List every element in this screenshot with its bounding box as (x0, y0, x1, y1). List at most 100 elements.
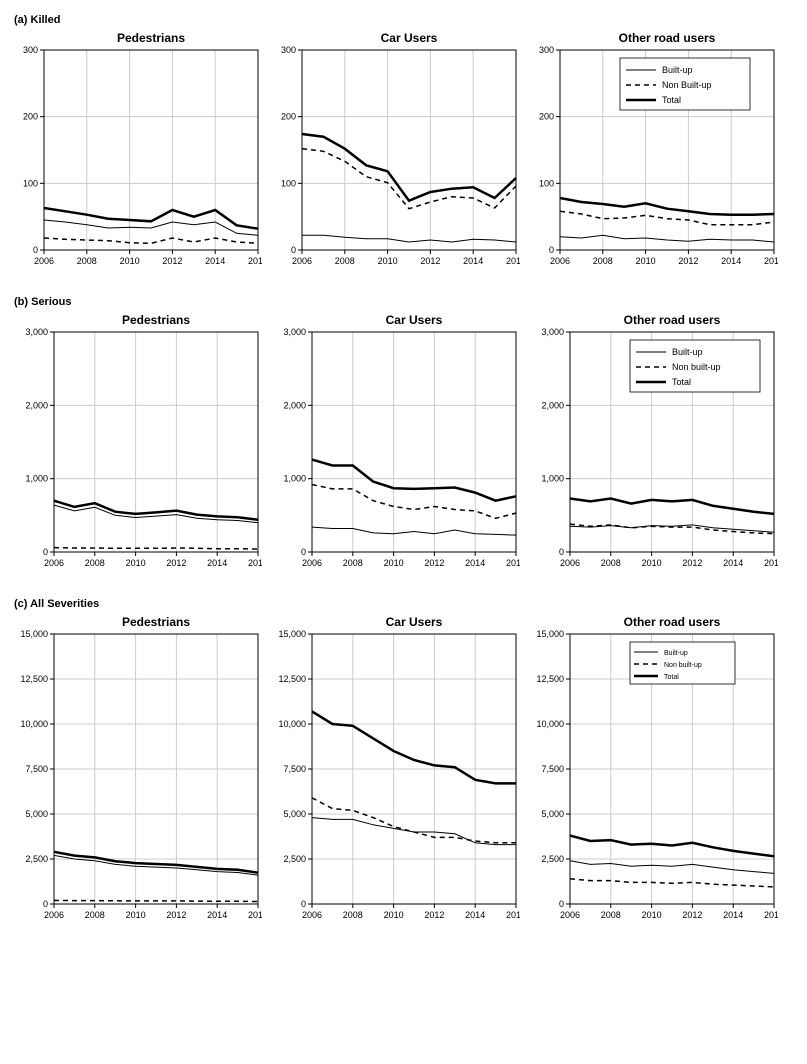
chart-panel: 02,5005,0007,50010,00012,50015,000200620… (268, 612, 520, 922)
x-tick-label: 2016 (506, 910, 520, 920)
x-tick-label: 2012 (162, 256, 182, 266)
x-tick-label: 2016 (506, 256, 520, 266)
chart-panel: 0 2,500 5,000 7,500 10,000 12,500 15,000 2006 20… (526, 612, 778, 922)
y-tick-label: 100 (281, 178, 296, 188)
y-tick-label: 0 (559, 899, 564, 909)
legend-item-total-label: Total (662, 95, 681, 105)
x-tick-label: 2006 (292, 256, 312, 266)
chart-killed-1: 0100200300200620082010201220142016Car Us… (268, 28, 520, 268)
panel-title: Pedestrians (122, 313, 190, 327)
x-tick-label: 2010 (120, 256, 140, 266)
panel-title: Other road users (624, 313, 721, 327)
x-tick-label: 2008 (85, 558, 105, 568)
panel-title: Car Users (386, 313, 443, 327)
y-tick-label: 1,000 (541, 474, 564, 484)
y-tick-label: 5,000 (25, 809, 48, 819)
panel-title: Other road users (619, 31, 716, 45)
chart-panel: 0100200300200620082010201220142016Other … (526, 28, 778, 268)
x-tick-label: 2016 (764, 558, 778, 568)
x-tick-label: 2010 (642, 910, 662, 920)
x-tick-label: 2012 (166, 910, 186, 920)
legend-item-built-up-label: Built-up (664, 650, 688, 657)
y-tick-label: 0 (549, 245, 554, 255)
x-tick-label: 2014 (465, 910, 485, 920)
chart-panel: 0100200300200620082010201220142016Pedest… (10, 28, 262, 268)
legend-item-non-built-up-label: Non Built-up (662, 80, 712, 90)
y-tick-label: 2,500 (25, 854, 48, 864)
y-tick-label: 200 (281, 112, 296, 122)
y-tick-label: 2,500 (283, 854, 306, 864)
panel-title: Pedestrians (117, 31, 185, 45)
x-tick-label: 2006 (550, 256, 570, 266)
chart-row-allsev: 0 2,500 5,000 7,500 10,000 12,500 15,000 2006 20… (10, 612, 797, 922)
chart-panel: 01,0002,0003,000200620082010201220142016… (526, 310, 778, 570)
x-tick-label: 2012 (682, 558, 702, 568)
y-tick-label: 300 (539, 45, 554, 55)
row-label-killed: (a) Killed (14, 14, 797, 26)
x-tick-label: 2012 (420, 256, 440, 266)
chart-grid: (a) Killed 0 100 200 300 2006 2008 2010 2012 2014… (10, 14, 797, 922)
legend-item-built-up-label: Built-up (662, 65, 693, 75)
x-tick-label: 2006 (302, 910, 322, 920)
x-tick-label: 2016 (506, 558, 520, 568)
x-tick-label: 2008 (601, 558, 621, 568)
x-tick-label: 2014 (463, 256, 483, 266)
x-tick-label: 2006 (560, 910, 580, 920)
x-tick-label: 2008 (85, 910, 105, 920)
x-tick-label: 2008 (77, 256, 97, 266)
y-tick-label: 200 (23, 112, 38, 122)
x-tick-label: 2016 (248, 910, 262, 920)
y-tick-label: 0 (43, 547, 48, 557)
x-tick-label: 2006 (560, 558, 580, 568)
y-tick-label: 0 (33, 245, 38, 255)
y-tick-label: 15,000 (536, 629, 564, 639)
panel-title: Other road users (624, 615, 721, 629)
y-tick-label: 2,000 (541, 400, 564, 410)
y-tick-label: 0 (43, 899, 48, 909)
y-tick-label: 15,000 (278, 629, 306, 639)
chart-panel: 01,0002,0003,000200620082010201220142016… (268, 310, 520, 570)
chart-allsev-1: 02,5005,0007,50010,00012,50015,000200620… (268, 612, 520, 922)
x-tick-label: 2010 (126, 558, 146, 568)
x-tick-label: 2014 (723, 558, 743, 568)
y-tick-label: 200 (539, 112, 554, 122)
y-tick-label: 5,000 (283, 809, 306, 819)
x-tick-label: 2008 (601, 910, 621, 920)
chart-panel: 0100200300200620082010201220142016Car Us… (268, 28, 520, 268)
x-tick-label: 2008 (335, 256, 355, 266)
y-tick-label: 300 (281, 45, 296, 55)
y-tick-label: 0 (301, 547, 306, 557)
y-tick-label: 2,000 (283, 400, 306, 410)
x-tick-label: 2016 (764, 256, 778, 266)
y-tick-label: 0 (559, 547, 564, 557)
x-tick-label: 2008 (343, 558, 363, 568)
chart-panel: 02,5005,0007,50010,00012,50015,000200620… (10, 612, 262, 922)
x-tick-label: 2008 (343, 910, 363, 920)
row-label-allsev: (c) All Severities (14, 598, 797, 610)
panel-title: Car Users (386, 615, 443, 629)
y-tick-label: 3,000 (283, 327, 306, 337)
y-tick-label: 2,500 (541, 854, 564, 864)
x-tick-label: 2006 (302, 558, 322, 568)
legend-item-built-up-label: Built-up (672, 347, 703, 357)
legend-item-non-built-up-label: Non built-up (672, 362, 721, 372)
x-tick-label: 2010 (378, 256, 398, 266)
x-tick-label: 2016 (248, 256, 262, 266)
y-tick-label: 12,500 (536, 674, 564, 684)
y-tick-label: 5,000 (541, 809, 564, 819)
y-tick-label: 10,000 (536, 719, 564, 729)
x-tick-label: 2014 (207, 558, 227, 568)
chart-allsev-0: 02,5005,0007,50010,00012,50015,000200620… (10, 612, 262, 922)
series-non-built-up (54, 900, 258, 901)
y-tick-label: 2,000 (25, 400, 48, 410)
x-tick-label: 2016 (764, 910, 778, 920)
legend-item-total-label: Total (664, 674, 679, 681)
x-tick-label: 2014 (723, 910, 743, 920)
x-tick-label: 2014 (465, 558, 485, 568)
row-label-serious: (b) Serious (14, 296, 797, 308)
y-tick-label: 7,500 (541, 764, 564, 774)
chart-serious-1: 01,0002,0003,000200620082010201220142016… (268, 310, 520, 570)
x-tick-label: 2006 (44, 910, 64, 920)
y-tick-label: 10,000 (20, 719, 48, 729)
x-tick-label: 2016 (248, 558, 262, 568)
